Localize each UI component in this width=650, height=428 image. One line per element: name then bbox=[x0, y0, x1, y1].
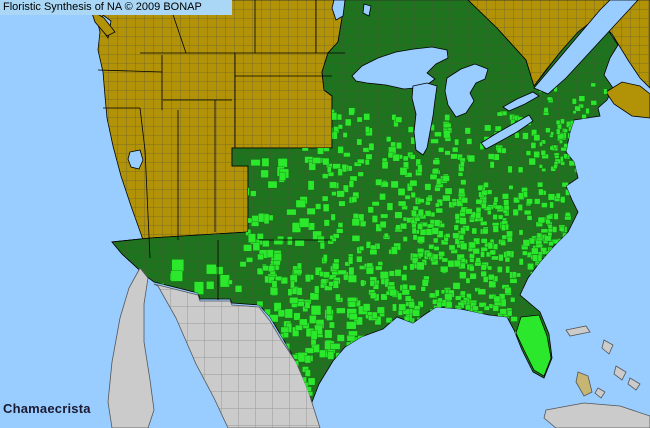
lake-michigan bbox=[411, 82, 438, 156]
cuba bbox=[543, 402, 650, 428]
great-salt-lake bbox=[127, 149, 144, 170]
lake-ontario bbox=[502, 91, 540, 112]
bahamas-eleuthera bbox=[613, 365, 627, 381]
caribbean-islands bbox=[543, 325, 650, 428]
st-lawrence-river bbox=[533, 0, 639, 95]
manitoba-lake bbox=[362, 3, 372, 17]
bahamas-grand bbox=[565, 325, 591, 337]
bahamas-abaco bbox=[601, 339, 614, 355]
bahamas-andros bbox=[575, 371, 593, 397]
bahamas-exuma bbox=[594, 387, 606, 399]
bahamas-long-island bbox=[627, 377, 641, 391]
vancouver-island bbox=[90, 9, 116, 37]
map-title: Floristic Synthesis of NA © 2009 BONAP bbox=[3, 1, 202, 13]
lake-huron bbox=[444, 63, 489, 118]
great-lakes bbox=[100, 0, 639, 170]
taxon-label: Chamaecrista bbox=[3, 401, 91, 416]
title-bar: Floristic Synthesis of NA © 2009 BONAP bbox=[0, 0, 232, 15]
lake-winnipeg bbox=[331, 0, 346, 21]
lake-erie bbox=[480, 114, 534, 150]
state-borders bbox=[97, 0, 345, 300]
lake-superior bbox=[351, 46, 449, 90]
